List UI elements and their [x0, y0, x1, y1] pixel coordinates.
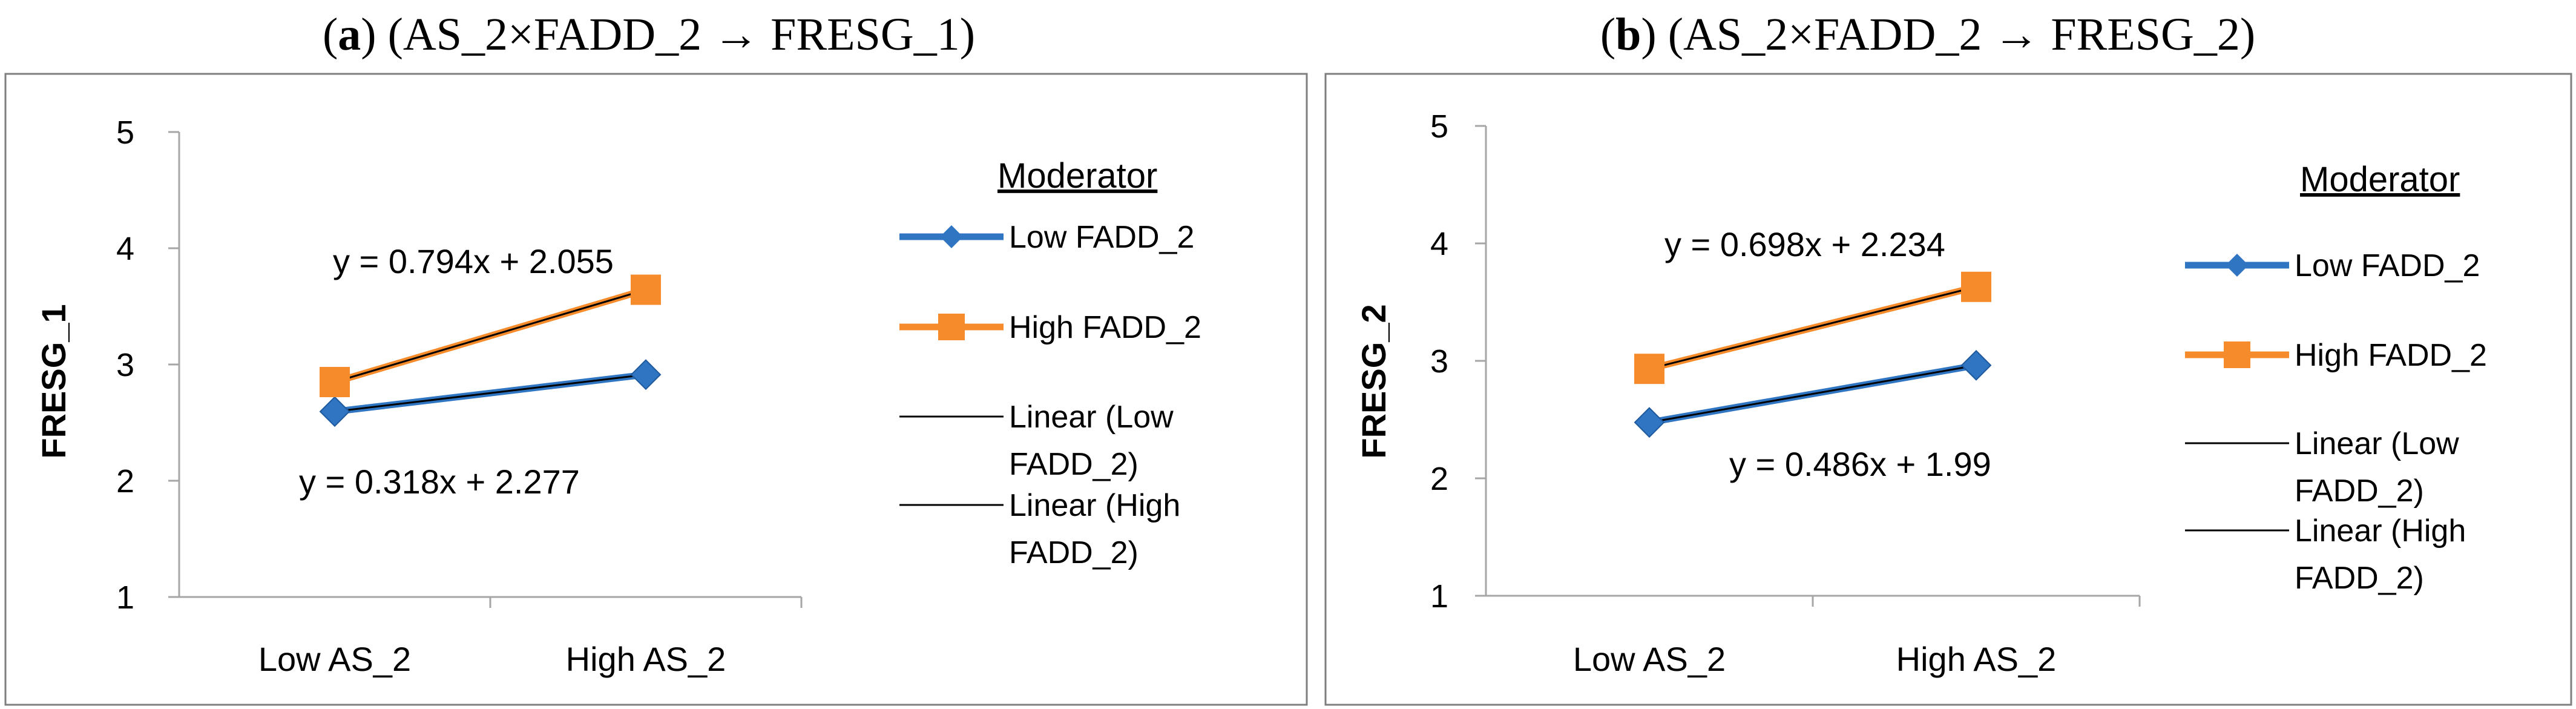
panel-a-high-fadd-trendline: [334, 289, 646, 383]
panel-a-title-letter: a: [338, 9, 361, 60]
panel-a-frame: [4, 73, 1308, 706]
panel-a-legend-high-marker: [938, 314, 965, 340]
panel-b-legend-low-label: Low FADD_2: [2295, 248, 2480, 283]
panel-b-low-fadd-point-high: [1960, 349, 1992, 381]
panel-a-title: (a) (AS_2×FADD_2 → FRESG_1): [323, 9, 975, 60]
panel-a-high-fadd-point-high: [631, 274, 661, 305]
panel-a-legend-low-label: Low FADD_2: [1009, 220, 1194, 255]
panel-b-legend-low-marker: [2226, 254, 2249, 277]
panel-b-title-letter: b: [1615, 9, 1641, 60]
panel-b-ytick-3: 3: [1430, 343, 1448, 380]
panel-a-low-equation: y = 0.318x + 2.277: [299, 463, 580, 501]
panel-a: (a) (AS_2×FADD_2 → FRESG_1) FRESG_1 5 4 …: [4, 9, 1308, 706]
panel-a-ytick-2: 2: [116, 463, 134, 500]
panel-b-y-axis-label: FRESG_2: [1355, 304, 1393, 458]
panel-a-ytick-3: 3: [116, 347, 134, 383]
panel-b-high-equation: y = 0.698x + 2.234: [1664, 225, 1945, 263]
panel-a-ytick-5: 5: [116, 114, 134, 151]
panel-b-xtick-high: High AS_2: [1896, 640, 2057, 678]
panel-b-legend-high-label: High FADD_2: [2295, 338, 2487, 373]
panel-b-legend-linear-low-label-1: Linear (Low: [2295, 426, 2459, 461]
panel-b-legend-high-marker: [2224, 341, 2250, 368]
panel-b-ytick-5: 5: [1430, 108, 1448, 145]
panel-a-xtick-low: Low AS_2: [258, 640, 411, 678]
panel-b-legend-title: Moderator: [2300, 160, 2460, 199]
panel-a-legend-high-label: High FADD_2: [1009, 310, 1201, 345]
panel-b-frame: [1324, 73, 2572, 706]
panel-a-high-fadd-point-low: [320, 366, 350, 397]
panel-b-title: (b) (AS_2×FADD_2 → FRESG_2): [1600, 9, 2255, 60]
panel-b-title-text: (AS_2×FADD_2 → FRESG_2): [1657, 9, 2255, 60]
panel-b-high-fadd-trendline: [1649, 286, 1977, 370]
panel-b-legend-linear-high-label-2: FADD_2): [2295, 561, 2424, 596]
panel-a-xtick-high: High AS_2: [566, 640, 726, 678]
panel-a-low-fadd-point-high: [630, 359, 662, 391]
panel-b-legend-linear-low-label-2: FADD_2): [2295, 473, 2424, 509]
panel-a-legend-linear-high-label-1: Linear (High: [1009, 488, 1180, 523]
panel-a-low-fadd-point-low: [319, 396, 350, 427]
panel-a-title-text: (AS_2×FADD_2 → FRESG_1): [376, 9, 975, 60]
panel-a-high-equation: y = 0.794x + 2.055: [333, 242, 614, 280]
panel-a-ytick-4: 4: [116, 231, 134, 267]
panel-b-low-fadd-point-low: [1634, 407, 1665, 438]
panel-b-ytick-2: 2: [1430, 461, 1448, 497]
panel-b-legend-linear-high-label-1: Linear (High: [2295, 513, 2466, 549]
panel-b-high-fadd-point-high: [1961, 271, 1991, 302]
panel-a-y-axis-label: FRESG_1: [34, 304, 73, 458]
panel-a-legend-title: Moderator: [997, 156, 1157, 196]
panel-a-legend-low-marker: [940, 225, 963, 248]
panel-a-low-fadd-trendline: [334, 374, 646, 413]
panel-b-low-equation: y = 0.486x + 1.99: [1729, 445, 1991, 483]
panel-a-legend-linear-high-label-2: FADD_2): [1009, 535, 1138, 570]
panel-b-ytick-1: 1: [1430, 578, 1448, 615]
panel-b-high-fadd-point-low: [1634, 354, 1664, 384]
panel-b-xtick-low: Low AS_2: [1573, 640, 1726, 678]
panel-a-legend-linear-low-label-2: FADD_2): [1009, 447, 1138, 482]
panel-b-low-fadd-trendline: [1649, 364, 1977, 424]
panel-a-ytick-1: 1: [116, 579, 134, 616]
panel-b: (b) (AS_2×FADD_2 → FRESG_2) FRESG_2 5 4 …: [1324, 9, 2572, 706]
panel-b-ytick-4: 4: [1430, 226, 1448, 262]
panel-a-legend-linear-low-label-1: Linear (Low: [1009, 400, 1174, 435]
